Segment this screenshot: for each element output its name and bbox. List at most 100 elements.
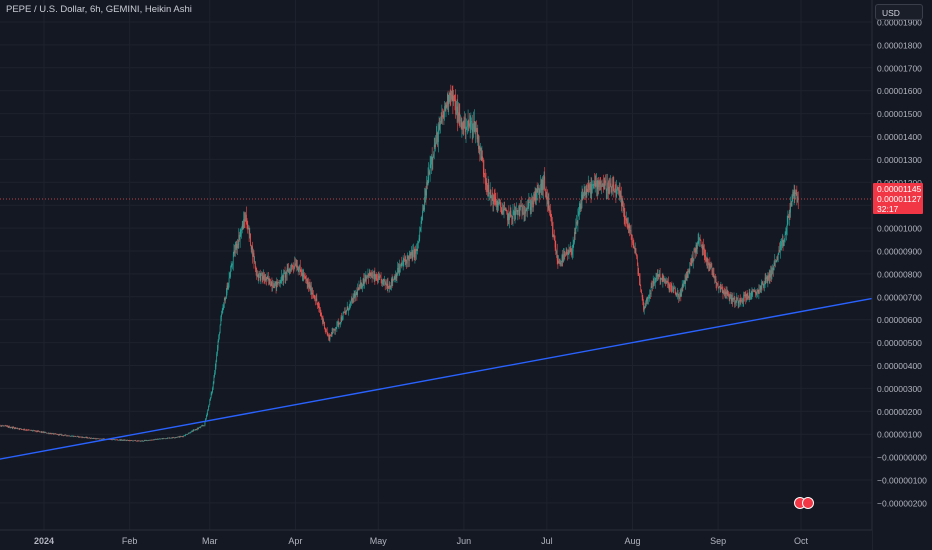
candle-body bbox=[407, 256, 409, 258]
candle-body bbox=[425, 190, 427, 196]
candle-body bbox=[185, 434, 186, 436]
candle-body bbox=[658, 274, 660, 277]
candle-body bbox=[795, 192, 796, 195]
event-markers[interactable] bbox=[794, 497, 814, 509]
candle-body bbox=[676, 294, 678, 296]
candle-body bbox=[629, 228, 631, 231]
candle-body bbox=[485, 181, 487, 185]
candle-body bbox=[347, 306, 349, 311]
candle-body bbox=[228, 282, 229, 290]
currency-selector[interactable]: USD bbox=[875, 4, 923, 20]
candle-body bbox=[134, 440, 135, 441]
candle-body bbox=[346, 306, 348, 310]
candle-body bbox=[562, 255, 564, 263]
candle-body bbox=[330, 335, 332, 337]
candle-body bbox=[236, 244, 238, 249]
candle-body bbox=[779, 249, 780, 253]
candle-body bbox=[718, 286, 720, 288]
candle-body bbox=[29, 429, 30, 431]
candle-body bbox=[672, 290, 673, 291]
candle-body bbox=[717, 283, 719, 288]
candle-body bbox=[55, 433, 57, 435]
candle-body bbox=[494, 197, 496, 202]
candle-body bbox=[281, 275, 283, 277]
candle-body bbox=[38, 431, 40, 433]
candle-body bbox=[471, 121, 472, 122]
candle-body bbox=[721, 288, 723, 291]
candle-body bbox=[121, 439, 122, 441]
candle-body bbox=[115, 439, 117, 441]
candle-body bbox=[766, 276, 768, 282]
candle-body bbox=[556, 250, 558, 261]
candle-body bbox=[57, 434, 59, 435]
candle-body bbox=[363, 278, 365, 284]
candle-body bbox=[681, 288, 682, 297]
candle-body bbox=[639, 275, 640, 279]
candle-body bbox=[536, 189, 537, 201]
candle-body bbox=[23, 429, 25, 430]
candle-body bbox=[476, 127, 477, 131]
candle-body bbox=[531, 200, 533, 204]
candle-body bbox=[199, 427, 200, 428]
candle-body bbox=[560, 261, 561, 265]
time-axis-panel bbox=[0, 530, 872, 550]
candle-body bbox=[421, 219, 423, 222]
candle-body bbox=[300, 269, 302, 273]
candle-body bbox=[11, 427, 13, 429]
candle-body bbox=[127, 440, 128, 441]
y-tick-label: 0.00001600 bbox=[877, 86, 922, 96]
candle-body bbox=[69, 435, 70, 437]
candle-body bbox=[400, 262, 402, 266]
candle-body bbox=[531, 200, 532, 207]
candle-body bbox=[386, 283, 387, 286]
candle-body bbox=[301, 272, 302, 276]
candle-body bbox=[208, 406, 209, 410]
trendline[interactable] bbox=[0, 296, 882, 462]
candle-body bbox=[212, 387, 213, 393]
candle-body bbox=[532, 203, 534, 205]
candle-body bbox=[793, 191, 794, 197]
candle-body bbox=[259, 273, 261, 280]
candle-body bbox=[525, 209, 527, 211]
candle-body bbox=[288, 269, 289, 273]
candle-body bbox=[110, 439, 112, 440]
candle-body bbox=[790, 202, 792, 207]
candle-body bbox=[745, 294, 747, 301]
candle-body bbox=[508, 213, 510, 220]
candle-body bbox=[245, 214, 247, 222]
candle-body bbox=[159, 438, 161, 440]
candle-body bbox=[628, 225, 630, 229]
candle-body bbox=[206, 413, 208, 416]
candle-body bbox=[29, 430, 31, 431]
candle-body bbox=[237, 244, 238, 249]
candle-body bbox=[783, 241, 785, 247]
candle-body bbox=[137, 440, 139, 442]
candle-body bbox=[413, 250, 415, 258]
candle-body bbox=[558, 261, 560, 263]
candle-body bbox=[294, 263, 296, 267]
candle-body bbox=[152, 439, 153, 441]
candle-body bbox=[320, 313, 322, 316]
candle-body bbox=[724, 292, 726, 295]
candle-body bbox=[650, 293, 651, 295]
event-flag-icon[interactable] bbox=[802, 497, 814, 509]
candle-body bbox=[248, 227, 249, 230]
candle-body bbox=[371, 276, 373, 278]
y-tick-label: 0.00000700 bbox=[877, 292, 922, 302]
candle-body bbox=[545, 188, 546, 190]
candle-body bbox=[457, 106, 459, 122]
candle-body bbox=[62, 435, 64, 436]
candle-body bbox=[114, 439, 116, 441]
candle-body bbox=[489, 190, 491, 194]
candle-body bbox=[16, 427, 18, 429]
candle-body bbox=[361, 287, 363, 288]
candle-body bbox=[556, 250, 557, 254]
candle-body bbox=[534, 194, 535, 201]
last-price-label: 0.00001145 bbox=[877, 184, 922, 194]
candle-body bbox=[192, 431, 193, 432]
candle-body bbox=[305, 278, 307, 280]
candle-body bbox=[677, 293, 678, 295]
candle-body bbox=[222, 309, 224, 311]
